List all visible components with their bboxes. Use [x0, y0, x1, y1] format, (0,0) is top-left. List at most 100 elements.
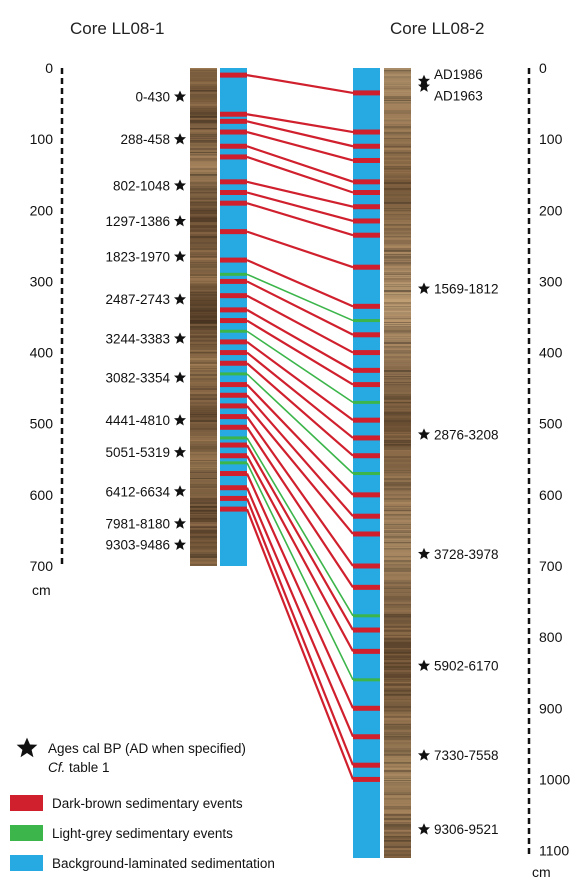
- core1-photo-lamina: [190, 478, 217, 480]
- core2-photo-lamina: [384, 544, 411, 547]
- core1-photo-lamina: [190, 484, 217, 486]
- core2-photo-lamina: [384, 128, 411, 131]
- core1-tick-400: 400: [30, 345, 54, 361]
- core1-photo-lamina: [190, 200, 217, 202]
- core2-age-labels: AD1986 AD1963 1569-1812 2876-3208 3728-3978 5…: [418, 67, 499, 837]
- core1-photo-lamina: [190, 268, 217, 271]
- core2-tick-1100: 1100: [539, 843, 569, 859]
- core1-photo-lamina: [190, 410, 217, 412]
- core2-event-dark: [353, 204, 380, 210]
- core1-photo-lamina: [190, 72, 217, 74]
- core1-photo-lamina: [190, 544, 217, 547]
- core2-photo-lamina: [384, 472, 411, 474]
- core1-event-dark: [220, 278, 247, 284]
- core2-photo-lamina: [384, 286, 411, 288]
- core1-photo-lamina: [190, 492, 217, 494]
- core1-photo-lamina: [190, 500, 217, 502]
- core1-photo-lamina: [190, 496, 217, 498]
- core1-photo-lamina: [190, 146, 217, 149]
- core2-photo-lamina: [384, 554, 411, 556]
- core1-photo-lamina: [190, 554, 217, 556]
- core2-photo-lamina: [384, 276, 411, 278]
- correlation-line-dark: [246, 113, 354, 134]
- core2-photo-lamina: [384, 764, 411, 767]
- core2-photo-lamina: [384, 430, 411, 432]
- core1-photo-lamina: [190, 380, 217, 383]
- core2-age-label: 1569-1812: [434, 282, 499, 297]
- core1-photo-lamina: [190, 466, 217, 468]
- core2-photo-lamina: [384, 674, 411, 676]
- core2-photo-lamina: [384, 192, 411, 194]
- core1-photo-lamina: [190, 74, 217, 77]
- core2-tick-200: 200: [539, 202, 563, 218]
- core1-event-dark: [220, 495, 247, 501]
- core2-photo-lamina: [384, 648, 411, 650]
- core1-photo-lamina: [190, 468, 217, 470]
- core2-photo-lamina: [384, 370, 411, 372]
- core2-photo-lamina: [384, 790, 411, 792]
- core2-photo-lamina: [384, 310, 411, 312]
- core2-photo-lamina: [384, 712, 411, 715]
- core2-photo-lamina: [384, 246, 411, 248]
- core1-event-dark: [220, 293, 247, 299]
- core1-event-dark: [220, 179, 247, 185]
- core2-photo-lamina: [384, 214, 411, 216]
- core1-photo-lamina: [190, 434, 217, 437]
- legend-star-icon: [16, 737, 38, 758]
- core1-photo-lamina: [190, 558, 217, 560]
- core1-photo-lamina: [190, 388, 217, 391]
- core2-photo-lamina: [384, 184, 411, 186]
- correlation-lines: [245, 74, 355, 780]
- core2-photo-lamina: [384, 532, 411, 534]
- core1-photo-lamina: [190, 186, 217, 188]
- core2-photo-lamina: [384, 782, 411, 784]
- core1-photo-lamina: [190, 532, 217, 534]
- core2-event-dark: [353, 143, 380, 149]
- age-star-icon: [418, 659, 430, 671]
- core2-photo-lamina: [384, 756, 411, 758]
- core2-event-dark: [353, 129, 380, 135]
- core2-photo-lamina: [384, 116, 411, 118]
- core2-photo-lamina: [384, 440, 411, 442]
- core2-photo-lamina: [384, 492, 411, 495]
- core1-event-dark: [220, 111, 247, 117]
- core1-photo-lamina: [190, 132, 217, 134]
- core2-photo-lamina: [384, 122, 411, 125]
- core1-photo-lamina: [190, 404, 217, 406]
- core2-event-dark: [353, 232, 380, 238]
- core2-photo-lamina: [384, 178, 411, 180]
- core2-photo-lamina: [384, 680, 411, 683]
- core2-photo-lamina: [384, 298, 411, 300]
- core2-photo-lamina: [384, 572, 411, 574]
- core1-photo-lamina: [190, 480, 217, 482]
- core1-photo-lamina: [190, 462, 217, 465]
- core1-tick-0: 0: [45, 60, 53, 76]
- core2-photo-lamina: [384, 568, 411, 570]
- core2-event-dark: [353, 584, 380, 590]
- core2-event-dark: [353, 218, 380, 224]
- core1-photo-lamina: [190, 84, 217, 86]
- core2-photo-lamina: [384, 500, 411, 503]
- core2-photo-lamina: [384, 564, 411, 566]
- core2-photo-lamina: [384, 516, 411, 518]
- core1-photo-lamina: [190, 414, 217, 416]
- legend-swatch-background: [10, 855, 43, 871]
- core2-photo-lamina: [384, 460, 411, 463]
- core2-event-dark: [353, 705, 380, 711]
- core2-photo-lamina: [384, 776, 411, 779]
- core2-photo-lamina: [384, 366, 411, 369]
- core2-photo-lamina: [384, 800, 411, 802]
- core2-photo-lamina: [384, 698, 411, 700]
- core1-photo-lamina: [190, 264, 217, 266]
- core1-age-labels: 0-430 288-458 802-1048 1297-1386 1823-1970 24…: [105, 89, 186, 553]
- core1-photo-lamina: [190, 310, 217, 312]
- core1-photo-lamina: [190, 502, 217, 504]
- core2-photo-lamina: [384, 686, 411, 689]
- core2-photo-lamina: [384, 720, 411, 722]
- core1-tick-300: 300: [30, 273, 54, 289]
- core2-photo-lamina: [384, 144, 411, 147]
- core2-photo-lamina: [384, 856, 411, 858]
- core2-event-dark: [353, 367, 380, 373]
- core1-photo-lamina: [190, 384, 217, 387]
- core2-photo-lamina: [384, 244, 411, 246]
